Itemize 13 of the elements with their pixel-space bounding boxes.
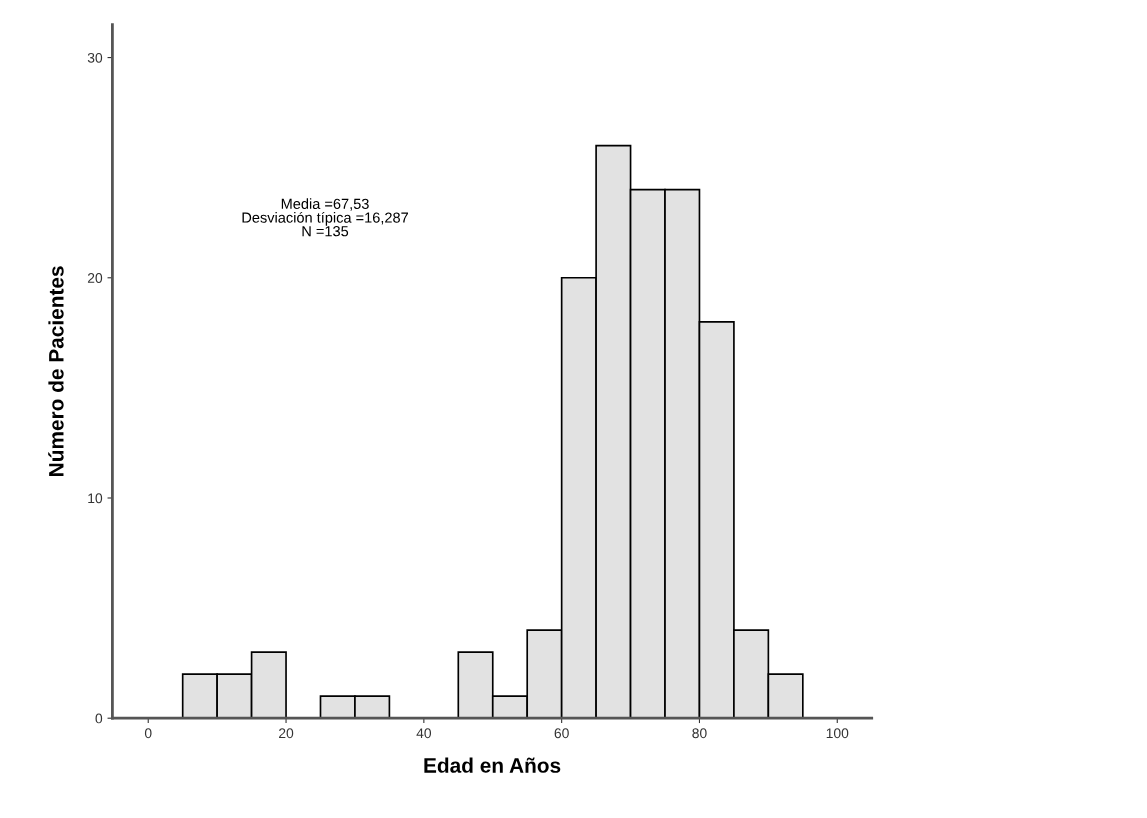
x-axis-title: Edad en Años bbox=[424, 757, 561, 773]
x-tick-label: 0 bbox=[144, 728, 152, 739]
y-axis-title: Número de Pacientes bbox=[48, 266, 64, 476]
annotation: Media =67,53 Desviación típica =16,287 N =135 bbox=[242, 198, 408, 237]
x-tick-label: 100 bbox=[826, 728, 849, 739]
y-tick-label: 30 bbox=[87, 52, 103, 63]
y-tick-label: 10 bbox=[88, 493, 103, 504]
x-tick-label: 80 bbox=[692, 728, 707, 739]
x-tick-label: 60 bbox=[554, 728, 569, 739]
x-tick-label: 40 bbox=[416, 728, 432, 739]
y-tick-label: 0 bbox=[95, 713, 103, 724]
x-tick-label: 20 bbox=[279, 728, 294, 739]
y-tick-label: 20 bbox=[87, 273, 103, 283]
